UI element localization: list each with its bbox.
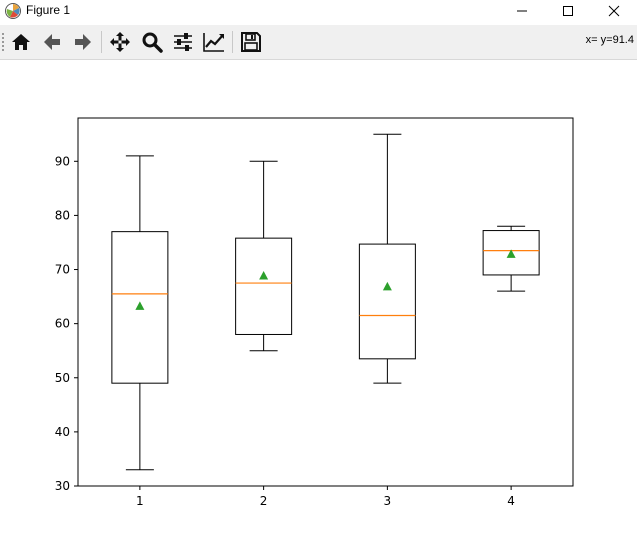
box-iqr	[482, 230, 540, 276]
toolbar-separator	[101, 31, 102, 53]
sliders-icon	[174, 33, 192, 51]
customize-button[interactable]	[201, 29, 227, 55]
mean-marker	[506, 249, 516, 258]
matplotlib-logo-icon	[5, 3, 21, 19]
floppy-disk-icon	[241, 32, 261, 52]
subplots-button[interactable]	[170, 29, 196, 55]
close-icon	[608, 5, 620, 17]
y-tick-label: 80	[55, 208, 70, 222]
zoom-button[interactable]	[139, 29, 165, 55]
maximize-button[interactable]	[545, 0, 591, 22]
cursor-coordinates: x= y=91.4	[585, 34, 634, 46]
pan-button[interactable]	[107, 29, 133, 55]
back-button[interactable]	[39, 29, 65, 55]
y-tick-label: 30	[55, 479, 70, 493]
window-title: Figure 1	[26, 3, 71, 17]
home-button[interactable]	[8, 29, 34, 55]
box-iqr	[235, 237, 293, 335]
figure-canvas[interactable]: 30 40 50 60 70 80 90 1 2 3 4	[0, 60, 637, 538]
x-tick-label: 1	[136, 494, 144, 508]
mean-marker	[135, 301, 145, 310]
y-tick-label: 40	[55, 425, 70, 439]
line-chart-icon	[203, 33, 224, 52]
y-tick-label: 60	[55, 317, 70, 331]
minimize-icon	[517, 10, 527, 12]
home-icon	[12, 34, 30, 50]
forward-button[interactable]	[70, 29, 96, 55]
navigation-toolbar: x= y=91.4	[0, 25, 637, 60]
save-button[interactable]	[238, 29, 264, 55]
magnifier-icon	[142, 32, 163, 53]
arrow-left-icon	[44, 34, 60, 50]
mean-marker	[382, 281, 392, 291]
y-tick-label: 70	[55, 263, 70, 277]
x-tick-label: 3	[384, 494, 392, 508]
axes-frame	[77, 117, 574, 487]
move-icon	[110, 32, 130, 52]
box-iqr	[111, 231, 169, 384]
toolbar-separator	[232, 31, 233, 53]
y-tick-label: 50	[55, 371, 70, 385]
boxplot-chart[interactable]: 30 40 50 60 70 80 90 1 2 3 4	[0, 60, 637, 538]
box-iqr	[358, 243, 416, 360]
window-titlebar: Figure 1	[0, 0, 637, 22]
mean-marker	[259, 271, 269, 280]
y-tick-label: 90	[55, 154, 70, 168]
maximize-icon	[563, 6, 573, 16]
toolbar-grip-icon	[2, 33, 4, 51]
arrow-right-icon	[75, 34, 91, 50]
x-tick-label: 4	[507, 494, 515, 508]
close-button[interactable]	[591, 0, 637, 22]
minimize-button[interactable]	[499, 0, 545, 22]
x-tick-label: 2	[260, 494, 268, 508]
